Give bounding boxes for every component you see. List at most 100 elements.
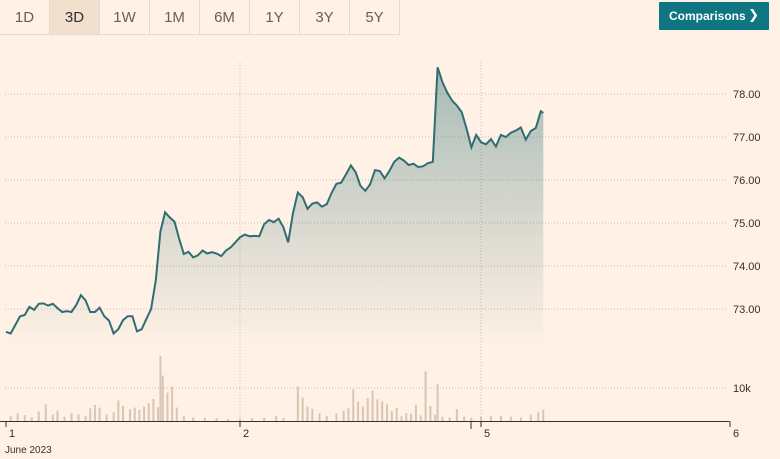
volume-bar bbox=[89, 408, 92, 421]
volume-bar bbox=[143, 406, 146, 421]
volume-bar bbox=[448, 417, 451, 421]
volume-bar bbox=[159, 355, 162, 421]
volume-bar bbox=[56, 410, 59, 421]
volume-bar bbox=[51, 414, 54, 421]
volume-bar bbox=[147, 403, 150, 421]
y-tick-label: 77.00 bbox=[733, 132, 761, 144]
y-tick-label: 78.00 bbox=[733, 89, 761, 101]
volume-bar bbox=[306, 406, 309, 421]
volume-bar bbox=[436, 384, 439, 421]
volume-bar bbox=[542, 409, 545, 421]
volume-bar bbox=[376, 399, 379, 421]
time-range-tabs: 1D 3D 1W 1M 6M 1Y 3Y 5Y bbox=[0, 0, 400, 35]
volume-bar bbox=[161, 375, 164, 421]
volume-bar bbox=[37, 411, 40, 421]
volume-bar bbox=[419, 415, 422, 421]
volume-bar bbox=[414, 404, 417, 421]
volume-bar bbox=[335, 413, 338, 421]
tab-5y[interactable]: 5Y bbox=[350, 0, 400, 34]
volume-bar bbox=[129, 409, 132, 421]
volume-bar bbox=[405, 413, 408, 421]
volume-bar bbox=[77, 414, 80, 421]
volume-bar bbox=[311, 408, 314, 421]
volume-tick-label: 10k bbox=[733, 383, 751, 395]
y-tick-label: 76.00 bbox=[733, 175, 761, 187]
volume-bar bbox=[296, 386, 299, 421]
tab-1d[interactable]: 1D bbox=[0, 0, 50, 34]
volume-bar bbox=[112, 412, 115, 421]
volume-bar bbox=[171, 387, 174, 421]
volume-bar bbox=[227, 419, 230, 421]
volume-bar bbox=[499, 415, 502, 421]
tab-1m[interactable]: 1M bbox=[150, 0, 200, 34]
volume-bar bbox=[44, 404, 47, 421]
volume-bar bbox=[175, 407, 178, 421]
volume-bar bbox=[98, 407, 101, 421]
tab-1w[interactable]: 1W bbox=[100, 0, 150, 34]
volume-bar bbox=[30, 417, 33, 421]
chevron-right-icon: ❯ bbox=[748, 7, 759, 22]
volume-bar bbox=[489, 416, 492, 421]
y-tick-label: 74.00 bbox=[733, 261, 761, 273]
volume-bar bbox=[410, 413, 413, 421]
x-tick-label: 1 bbox=[9, 428, 15, 440]
volume-bar bbox=[429, 406, 432, 421]
volume-bar bbox=[537, 411, 540, 421]
tab-1y[interactable]: 1Y bbox=[250, 0, 300, 34]
volume-bar bbox=[133, 407, 136, 421]
volume-bar bbox=[400, 416, 403, 421]
volume-bar bbox=[182, 415, 185, 421]
volume-bar bbox=[352, 389, 355, 421]
volume-bar bbox=[357, 401, 360, 421]
volume-bar bbox=[152, 398, 155, 421]
volume-bar bbox=[275, 415, 278, 421]
volume-bar bbox=[166, 392, 169, 421]
volume-bar bbox=[529, 414, 532, 421]
volume-bar bbox=[342, 410, 345, 421]
comparisons-label: Comparisons bbox=[669, 9, 746, 23]
volume-bar bbox=[251, 418, 254, 421]
volume-bar bbox=[434, 414, 437, 421]
tab-3y[interactable]: 3Y bbox=[300, 0, 350, 34]
volume-bar bbox=[470, 417, 473, 421]
volume-bar bbox=[23, 415, 26, 421]
volume-bar bbox=[318, 413, 321, 421]
volume-bar bbox=[424, 371, 427, 421]
volume-bar bbox=[192, 417, 195, 421]
volume-bar bbox=[203, 417, 206, 421]
volume-bar bbox=[16, 413, 19, 421]
volume-bar bbox=[117, 400, 120, 421]
x-tick-sublabel: June 2023 bbox=[5, 445, 52, 456]
volume-bar bbox=[390, 411, 393, 421]
tab-3d[interactable]: 3D bbox=[50, 0, 100, 34]
volume-bar bbox=[84, 415, 87, 421]
volume-bar bbox=[122, 406, 124, 421]
volume-bar bbox=[282, 418, 285, 421]
volume-bar bbox=[371, 390, 374, 421]
x-tick-label: 5 bbox=[484, 428, 490, 440]
y-tick-label: 75.00 bbox=[733, 218, 761, 230]
volume-bar bbox=[301, 397, 304, 421]
volume-bar bbox=[455, 409, 458, 421]
volume-bar bbox=[157, 407, 160, 421]
volume-bar bbox=[215, 418, 218, 421]
volume-bar bbox=[386, 404, 389, 421]
volume-bar bbox=[366, 398, 369, 421]
volume-bar bbox=[463, 416, 466, 421]
price-line bbox=[5, 66, 544, 336]
comparisons-button[interactable]: Comparisons ❯ bbox=[659, 2, 769, 30]
volume-bar bbox=[441, 416, 444, 421]
volume-bar bbox=[381, 401, 384, 421]
volume-bar bbox=[138, 409, 141, 421]
volume-bar bbox=[347, 408, 350, 421]
volume-bar bbox=[63, 416, 66, 421]
volume-bar bbox=[480, 417, 482, 421]
volume-bar bbox=[395, 407, 398, 421]
tab-6m[interactable]: 6M bbox=[200, 0, 250, 34]
volume-bar bbox=[9, 416, 12, 421]
price-area-fill bbox=[6, 67, 544, 346]
volume-bar bbox=[325, 415, 328, 421]
volume-bar bbox=[509, 416, 512, 421]
x-tick-label: 6 bbox=[733, 428, 739, 440]
